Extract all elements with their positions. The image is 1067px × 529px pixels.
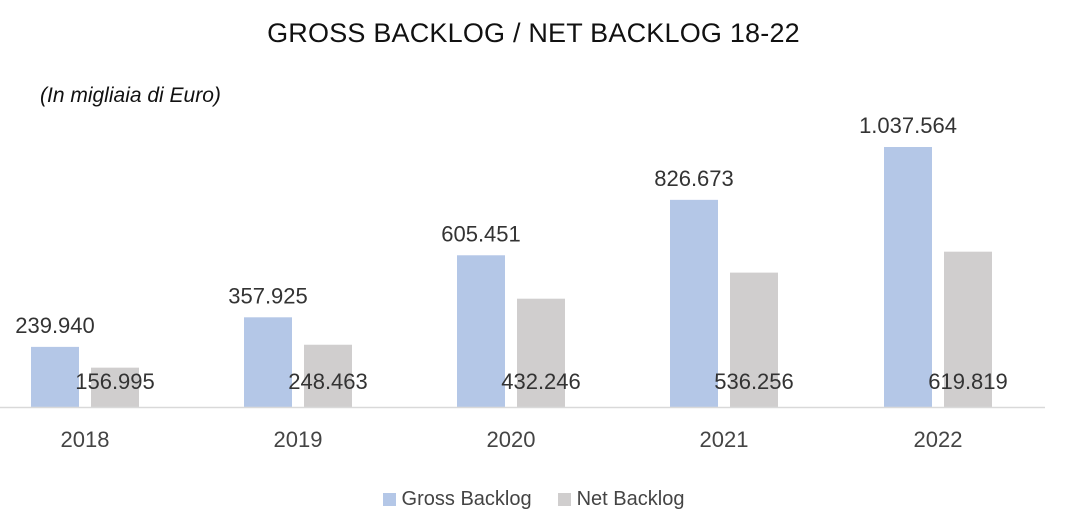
bar-gross-2019 — [244, 317, 292, 407]
x-tick-label-2022: 2022 — [914, 427, 963, 452]
legend-swatch-gross — [382, 493, 396, 506]
bar-net-2020 — [517, 298, 565, 407]
data-label-net-2022: 619.819 — [928, 369, 1008, 394]
bar-net-2018 — [91, 367, 139, 407]
x-tick-label-2021: 2021 — [700, 427, 749, 452]
data-label-net-2021: 536.256 — [714, 369, 794, 394]
chart-subtitle: (In migliaia di Euro) — [40, 84, 221, 107]
legend-item-net: Net Backlog — [557, 488, 685, 511]
chart-title: GROSS BACKLOG / NET BACKLOG 18-22 — [267, 18, 800, 48]
bar-net-2019 — [304, 344, 352, 407]
data-label-gross-2020: 605.451 — [441, 221, 521, 246]
data-label-net-2019: 248.463 — [288, 369, 368, 394]
chart-legend: Gross Backlog Net Backlog — [0, 488, 1067, 511]
legend-swatch-net — [557, 493, 571, 506]
data-label-net-2018: 156.995 — [75, 369, 155, 394]
data-label-gross-2019: 357.925 — [228, 283, 308, 308]
bar-gross-2020 — [457, 255, 505, 407]
data-label-gross-2018: 239.940 — [15, 313, 95, 338]
x-tick-label-2018: 2018 — [61, 427, 110, 452]
legend-label-gross: Gross Backlog — [401, 488, 532, 510]
x-tick-label-2019: 2019 — [274, 427, 323, 452]
bar-net-2021 — [730, 272, 778, 407]
bar-gross-2018 — [31, 346, 79, 407]
bar-gross-2021 — [670, 199, 718, 407]
data-label-gross-2022: 1.037.564 — [859, 113, 957, 138]
bar-gross-2022 — [884, 147, 932, 407]
data-label-net-2020: 432.246 — [501, 369, 581, 394]
bar-net-2022 — [944, 251, 992, 407]
legend-label-net: Net Backlog — [576, 488, 685, 510]
data-label-gross-2021: 826.673 — [654, 166, 734, 191]
x-tick-label-2020: 2020 — [487, 427, 536, 452]
legend-item-gross: Gross Backlog — [382, 488, 532, 511]
